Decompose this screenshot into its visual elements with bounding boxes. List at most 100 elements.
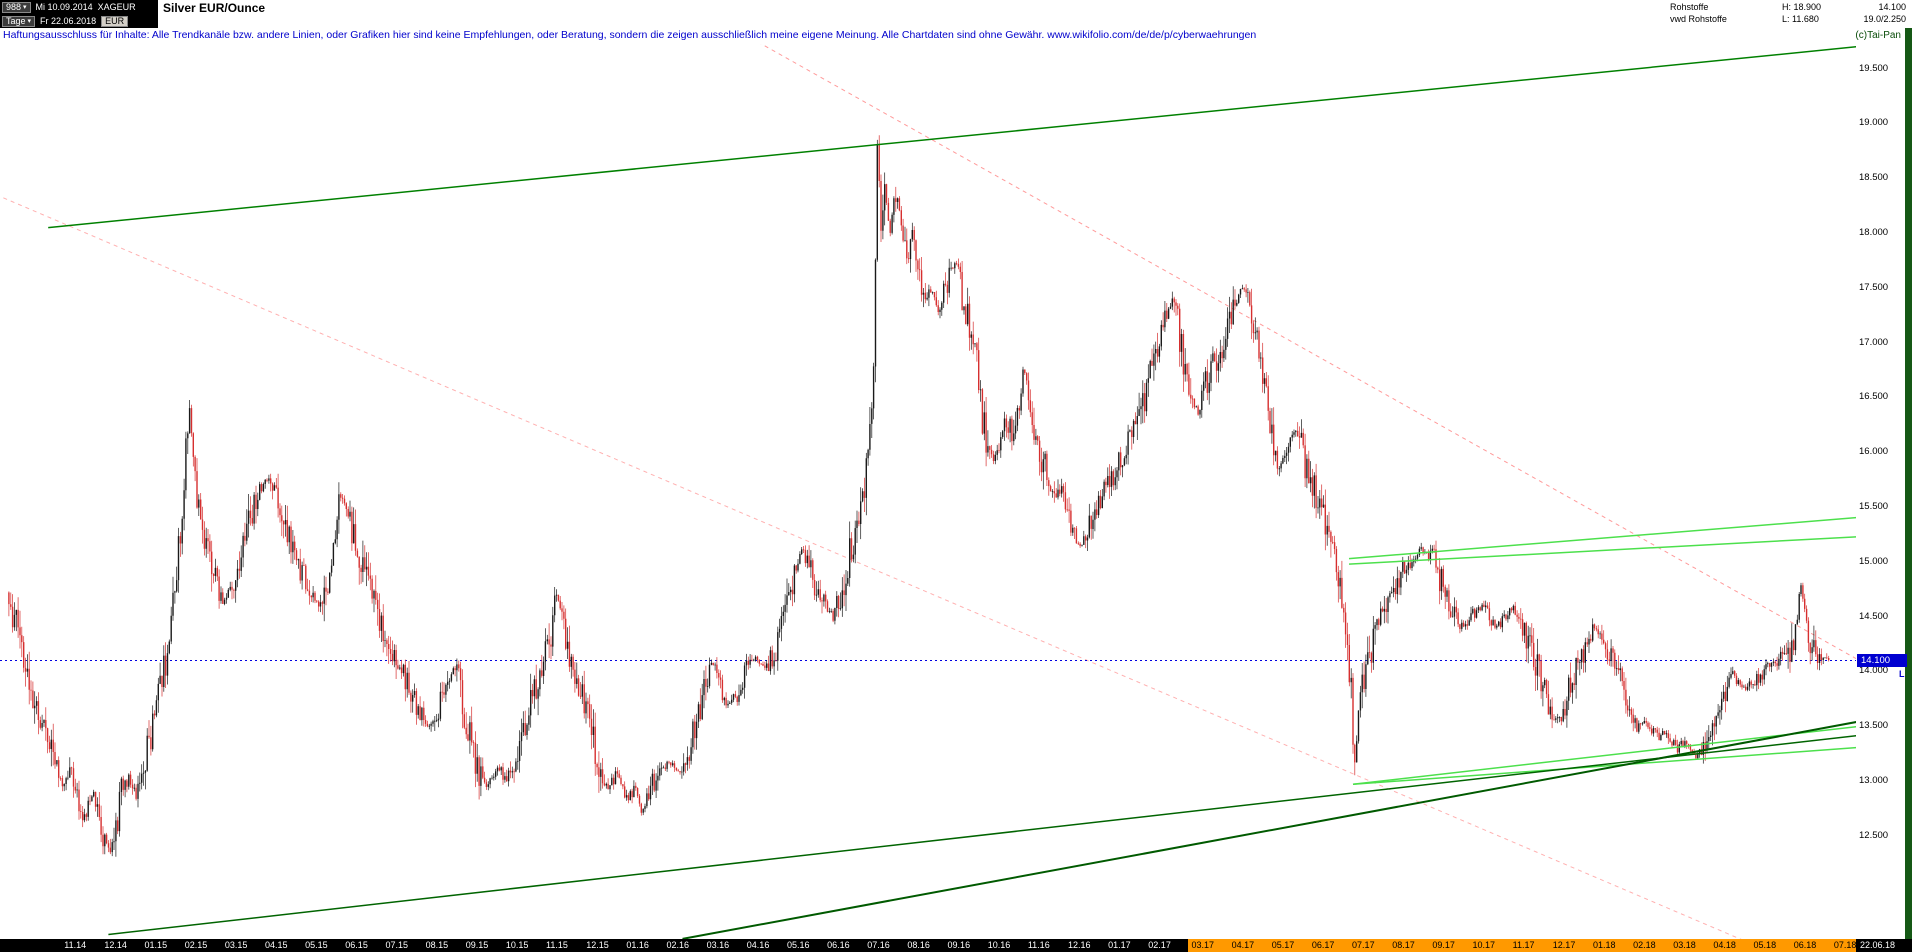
x-axis-label: 07.15 [385, 940, 408, 950]
x-axis-label: 11.17 [1509, 939, 1550, 952]
x-axis-label: 12.16 [1068, 940, 1091, 950]
x-axis-label: 08.16 [907, 940, 930, 950]
low-marker: L [1899, 669, 1905, 679]
x-axis-label: 09.16 [947, 940, 971, 950]
trend-line-support-dark-2 [682, 721, 1856, 940]
bars-count-dropdown[interactable]: 988 ▾ [2, 1, 31, 13]
x-axis: 22.06.18 11.14 12.14 01.15 02.15 03.15 04.15 0… [0, 939, 1912, 952]
x-axis-label: 05.17 [1268, 939, 1309, 952]
disclaimer-text: Haftungsausschluss für Inhalte: Alle Tre… [3, 29, 1257, 41]
trend-line-channel-top-green [48, 46, 1856, 229]
x-axis-label: 06.15 [345, 940, 368, 950]
x-axis-label: 12.17 [1549, 939, 1590, 952]
trend-line-support-light-3 [1352, 746, 1856, 786]
y-axis-label: 14.000 [1859, 665, 1889, 677]
candle-wicks-down [8, 135, 1830, 855]
x-axis-label: 03.17 [1188, 939, 1229, 952]
y-axis-label: 13.500 [1859, 720, 1889, 732]
candle-wicks-up [14, 139, 1826, 857]
period-dropdown[interactable]: Tage ▾ [2, 15, 36, 27]
controls-row-2: Tage ▾ Fr 22.06.2018 EUR [0, 14, 158, 28]
y-axis-label: 13.000 [1859, 775, 1889, 787]
x-axis-label: 08.17 [1389, 939, 1430, 952]
copyright-label: (c)Tai-Pan [1851, 30, 1901, 41]
right-edge-strip [1905, 28, 1912, 939]
y-axis-label: 12.500 [1859, 829, 1889, 841]
y-axis-label: 19.500 [1859, 62, 1889, 74]
chart-title: Silver EUR/Ounce [163, 1, 266, 15]
y-axis-label: 14.500 [1859, 610, 1889, 622]
high-value-label: H: 18.900 [1782, 2, 1822, 12]
currency-chip: EUR [101, 15, 129, 27]
x-axis-label: 04.15 [265, 940, 288, 950]
chevron-down-icon: ▾ [23, 3, 27, 11]
quote-info-row-2: vwd Rohstoffe L: 11.680 19.0/2.250 [1670, 13, 1906, 25]
x-axis-label: 03.18 [1670, 939, 1711, 952]
x-axis-label: 02.17 [1148, 940, 1171, 950]
trend-line-support-light-4 [1352, 725, 1856, 786]
x-axis-label: 11.14 [64, 940, 87, 950]
chart-controls: 988 ▾ Mi 10.09.2014 XAGEUR Tage ▾ Fr 22.06… [0, 0, 158, 28]
x-axis-label: 12.15 [586, 940, 609, 950]
x-axis-label: 03.16 [706, 940, 730, 950]
chart-canvas[interactable] [0, 0, 1856, 940]
candle-bodies-down [8, 144, 1830, 853]
y-axis-label: 19.000 [1859, 117, 1889, 129]
x-axis-label: 05.15 [305, 940, 328, 950]
controls-row-1: 988 ▾ Mi 10.09.2014 XAGEUR [0, 0, 158, 14]
y-axis-label: 15.000 [1859, 555, 1889, 567]
quote-info-row-1: Rohstoffe H: 18.900 14.100 [1670, 1, 1906, 13]
x-axis-label: 04.16 [746, 940, 770, 950]
feed-label: Rohstoffe [1670, 2, 1709, 12]
x-axis-label: 05.16 [786, 940, 810, 950]
x-axis-label: 06.17 [1308, 939, 1350, 952]
x-axis-label: 08.15 [425, 940, 449, 950]
x-axis-label: 04.17 [1228, 939, 1269, 952]
trend-line-resistance-dashed-1 [750, 37, 1856, 660]
x-axis-label: 02.16 [666, 940, 690, 950]
y-axis-label: 17.500 [1859, 281, 1889, 293]
low-value-label: L: 11.680 [1782, 14, 1819, 24]
trend-line-support-dark-1 [108, 735, 1856, 936]
y-axis-label: 18.500 [1859, 172, 1889, 184]
x-axis-label: 02.18 [1630, 939, 1671, 952]
x-axis-label: 10.16 [987, 940, 1011, 950]
x-axis-label: 07.17 [1349, 939, 1390, 952]
x-axis-label: 10.17 [1469, 939, 1510, 952]
x-axis-label: 07.16 [867, 940, 890, 950]
y-axis-label: 16.500 [1859, 391, 1889, 403]
x-axis-label: 03.15 [224, 940, 248, 950]
start-date-label: Mi 10.09.2014 [35, 2, 93, 12]
x-axis-label: 09.17 [1429, 939, 1470, 952]
last-price-badge: 14.100 [1857, 654, 1907, 667]
trend-line-support-light-2 [1348, 536, 1856, 565]
x-axis-label: 02.15 [184, 940, 208, 950]
y-axis-label: 17.000 [1859, 336, 1889, 348]
x-axis-label: 01.16 [626, 940, 649, 950]
bars-count-value: 988 [6, 2, 22, 12]
x-axis-label: 01.17 [1108, 940, 1131, 950]
chevron-down-icon: ▾ [27, 17, 32, 25]
last-value-label: 14.100 [1878, 2, 1906, 12]
y-axis-label: 16.000 [1859, 446, 1889, 458]
trend-line-support-light-1 [1348, 516, 1856, 560]
x-axis-label: 01.18 [1589, 939, 1631, 952]
end-date-label: Fr 22.06.2018 [40, 16, 97, 26]
x-axis-label: 11.15 [546, 940, 568, 950]
x-axis-label: 06.16 [827, 940, 850, 950]
x-axis-label: 12.14 [104, 940, 127, 950]
quote-info: Rohstoffe H: 18.900 14.100 vwd Rohstoffe… [1670, 1, 1906, 25]
header-bar: 988 ▾ Mi 10.09.2014 XAGEUR Tage ▾ Fr 22.06… [0, 0, 1912, 28]
x-axis-label: 04.18 [1710, 939, 1751, 952]
x-axis-label: 11.16 [1027, 940, 1050, 950]
timestamp-label: 22.06.18 [1856, 939, 1912, 952]
feed-sub-label: vwd Rohstoffe [1670, 14, 1727, 24]
x-axis-label: 05.18 [1750, 939, 1791, 952]
period-value: Tage [6, 16, 26, 26]
y-axis-label: 15.500 [1859, 501, 1889, 513]
x-axis-label: 01.15 [144, 940, 168, 950]
symbol-label: XAGEUR [97, 2, 136, 12]
range-value-label: 19.0/2.250 [1863, 14, 1906, 24]
disclaimer-bar: Haftungsausschluss für Inhalte: Alle Tre… [0, 28, 1912, 44]
